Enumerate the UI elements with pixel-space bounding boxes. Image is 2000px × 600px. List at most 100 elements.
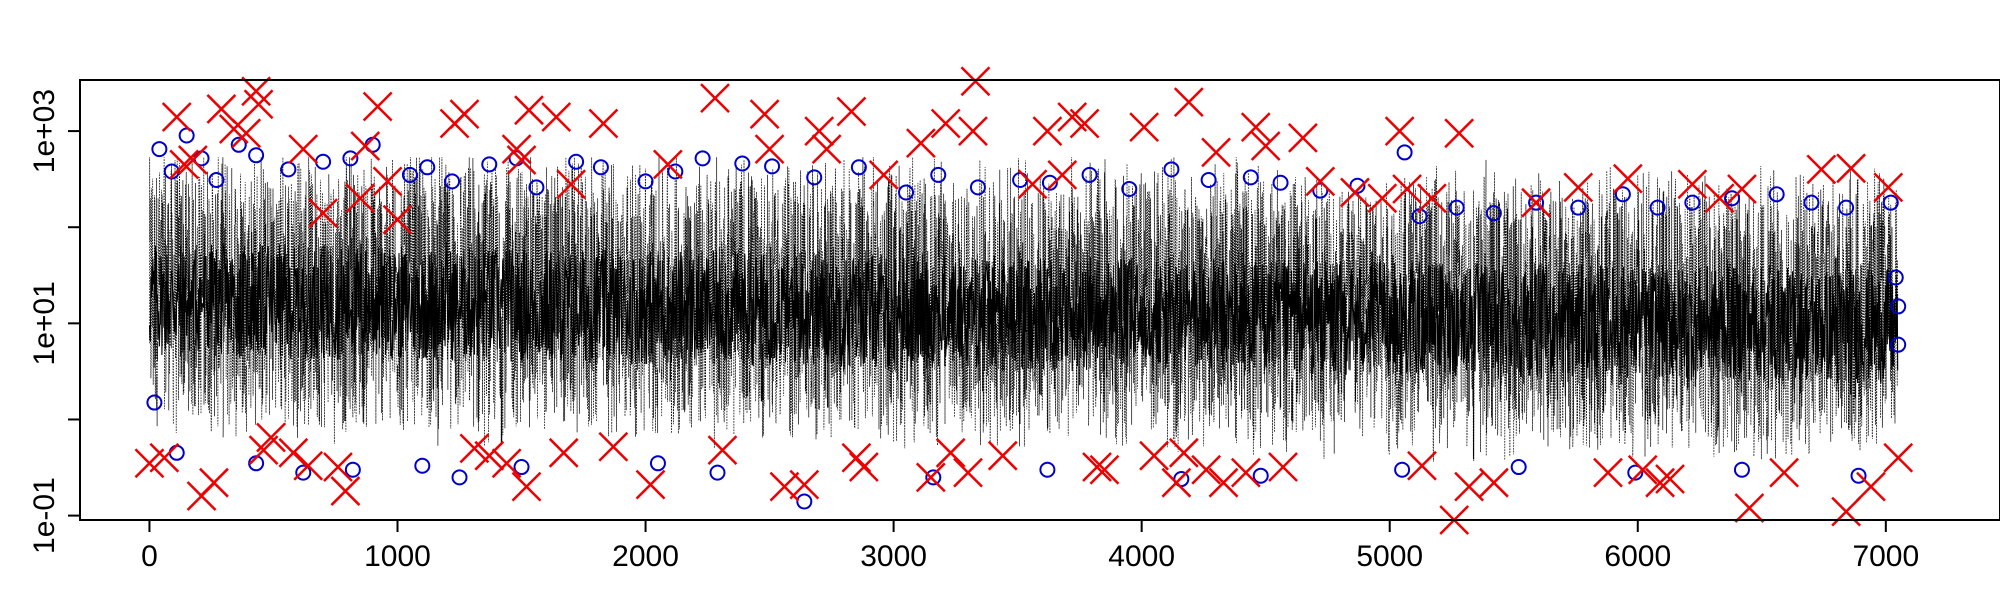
circle-marker (1272, 174, 1289, 191)
circle-marker (930, 166, 947, 183)
circle-marker (1614, 186, 1631, 203)
circle-marker (969, 179, 986, 196)
cross-marker (754, 134, 785, 164)
cross-marker (449, 99, 480, 130)
cross-marker (330, 476, 361, 506)
cross-marker (514, 95, 544, 126)
cross-marker (1288, 122, 1318, 153)
circle-marker (1890, 298, 1907, 315)
circle-marker (444, 173, 461, 190)
cross-marker (1168, 437, 1199, 468)
circle-marker (528, 179, 545, 196)
circle-marker (1163, 161, 1180, 178)
circle-marker (1510, 459, 1527, 476)
circle-marker (414, 457, 431, 474)
circle-marker (1733, 461, 1750, 478)
circle-marker (1890, 336, 1907, 353)
cross-marker (935, 437, 966, 468)
circle-marker (1724, 190, 1741, 207)
circle-marker (280, 161, 297, 178)
cross-marker (548, 437, 579, 468)
cross-marker (1407, 450, 1437, 481)
cross-marker (1384, 116, 1415, 146)
cross-marker (1727, 174, 1757, 204)
cross-marker (1704, 183, 1735, 214)
cross-markers (134, 66, 1914, 535)
cross-marker (1240, 112, 1271, 142)
x-tick-label: 6000 (1604, 540, 1671, 573)
circle-marker (1887, 269, 1904, 286)
cross-marker (1017, 169, 1048, 200)
cross-marker (749, 99, 780, 130)
circle-marker (806, 169, 823, 186)
cross-marker (459, 433, 490, 464)
cross-marker (1836, 153, 1866, 184)
cross-marker (588, 108, 619, 139)
circle-marker (1528, 194, 1545, 211)
cross-marker (1416, 183, 1447, 214)
cross-marker (811, 134, 842, 164)
cross-marker (868, 160, 899, 190)
cross-marker (1161, 467, 1192, 498)
cross-marker (1645, 467, 1675, 498)
circle-marker (709, 464, 726, 481)
cross-marker (199, 467, 229, 498)
cross-marker (953, 457, 983, 488)
circle-marker (1121, 180, 1138, 197)
cross-marker (134, 448, 165, 479)
cross-marker (1201, 137, 1231, 168)
cross-marker (960, 66, 991, 97)
circle-marker (1838, 199, 1855, 216)
circle-marker (295, 464, 312, 481)
cross-marker (652, 149, 683, 180)
circle-marker (342, 150, 359, 167)
cross-marker (256, 422, 286, 453)
circle-marker (146, 394, 163, 411)
circle-marker (419, 159, 436, 176)
cross-marker (323, 452, 353, 482)
cross-marker (987, 440, 1018, 471)
cross-marker (541, 102, 572, 132)
cross-marker (1191, 454, 1222, 485)
circle-marker (637, 173, 654, 190)
series-line-core (148, 242, 1899, 384)
circle-marker (667, 163, 684, 180)
circle-marker (898, 184, 915, 201)
cross-marker (1444, 118, 1475, 149)
cross-marker (1454, 471, 1484, 502)
y-tick-label: 1e+01 (28, 281, 61, 365)
cross-marker (345, 183, 376, 214)
x-tick-label: 4000 (1108, 540, 1175, 573)
cross-marker (1129, 112, 1160, 142)
cross-marker (836, 96, 867, 127)
circle-marker (1803, 194, 1820, 211)
circle-marker (1312, 182, 1329, 199)
cross-marker (288, 134, 319, 164)
circle-marker (1349, 177, 1366, 194)
cross-marker (700, 83, 730, 114)
x-tick-label: 5000 (1356, 540, 1423, 573)
cross-marker (243, 89, 274, 120)
y-tick-label: 1e+03 (28, 89, 61, 173)
cross-marker (1479, 467, 1509, 498)
cross-marker (915, 462, 946, 493)
cross-marker (1521, 187, 1551, 218)
cross-marker (1627, 454, 1658, 485)
cross-marker (804, 116, 835, 146)
cross-marker (161, 102, 192, 132)
cross-marker (506, 145, 537, 175)
cross-marker (1612, 163, 1643, 194)
circle-marker (1768, 186, 1785, 203)
cross-marker (1139, 440, 1169, 471)
cross-marker (1340, 177, 1370, 208)
circle-marker (1448, 199, 1465, 216)
circle-marker (451, 469, 468, 486)
cross-marker (511, 471, 542, 502)
cross-marker (1047, 160, 1078, 190)
x-tick-label: 0 (141, 540, 158, 573)
circle-marker (1570, 199, 1587, 216)
x-tick-label: 3000 (860, 540, 927, 573)
circle-marker (764, 158, 781, 175)
circle-marker (1649, 199, 1666, 216)
circle-marker (344, 461, 361, 478)
